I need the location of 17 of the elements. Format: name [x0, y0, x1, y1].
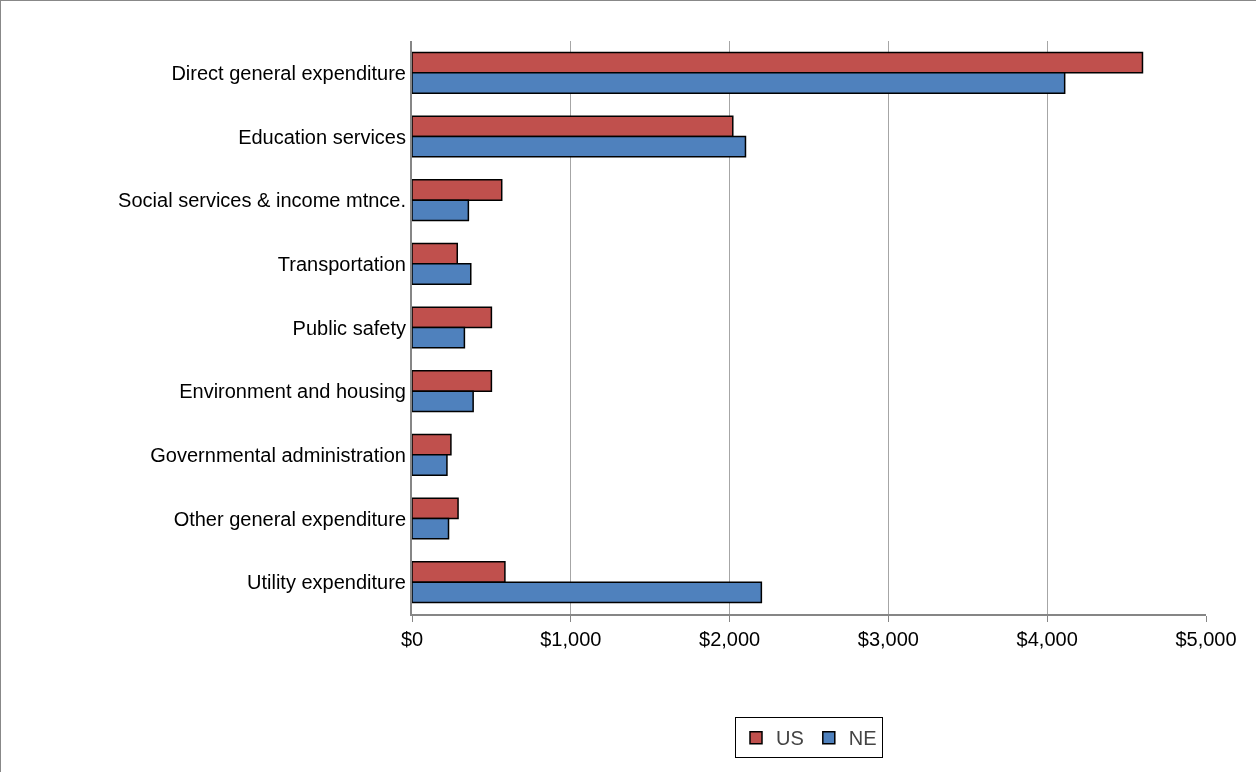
y-tick-label: Education services [238, 125, 406, 148]
y-tick-label: Public safety [292, 316, 406, 339]
x-tick-label: $3,000 [857, 628, 919, 650]
y-tick-label: Direct general expenditure [171, 61, 406, 84]
y-tick-label: Transportation [277, 252, 406, 275]
legend-label: NE [848, 727, 877, 750]
x-tick-label: $0 [400, 628, 424, 650]
x-tick-label: $2,000 [699, 628, 761, 650]
x-tick-label: $5,000 [1175, 628, 1237, 650]
y-tick-label: Environment and housing [179, 380, 406, 403]
y-tick-label: Other general expenditure [173, 507, 406, 530]
y-tick-label: Utility expenditure [247, 571, 406, 594]
y-tick-label: Social services & income mtnce. [118, 189, 406, 212]
legend-label: US [776, 727, 804, 750]
x-tick-label: $4,000 [1016, 628, 1078, 650]
x-tick-label: $1,000 [540, 628, 602, 650]
y-tick-label: Governmental administration [150, 443, 406, 466]
